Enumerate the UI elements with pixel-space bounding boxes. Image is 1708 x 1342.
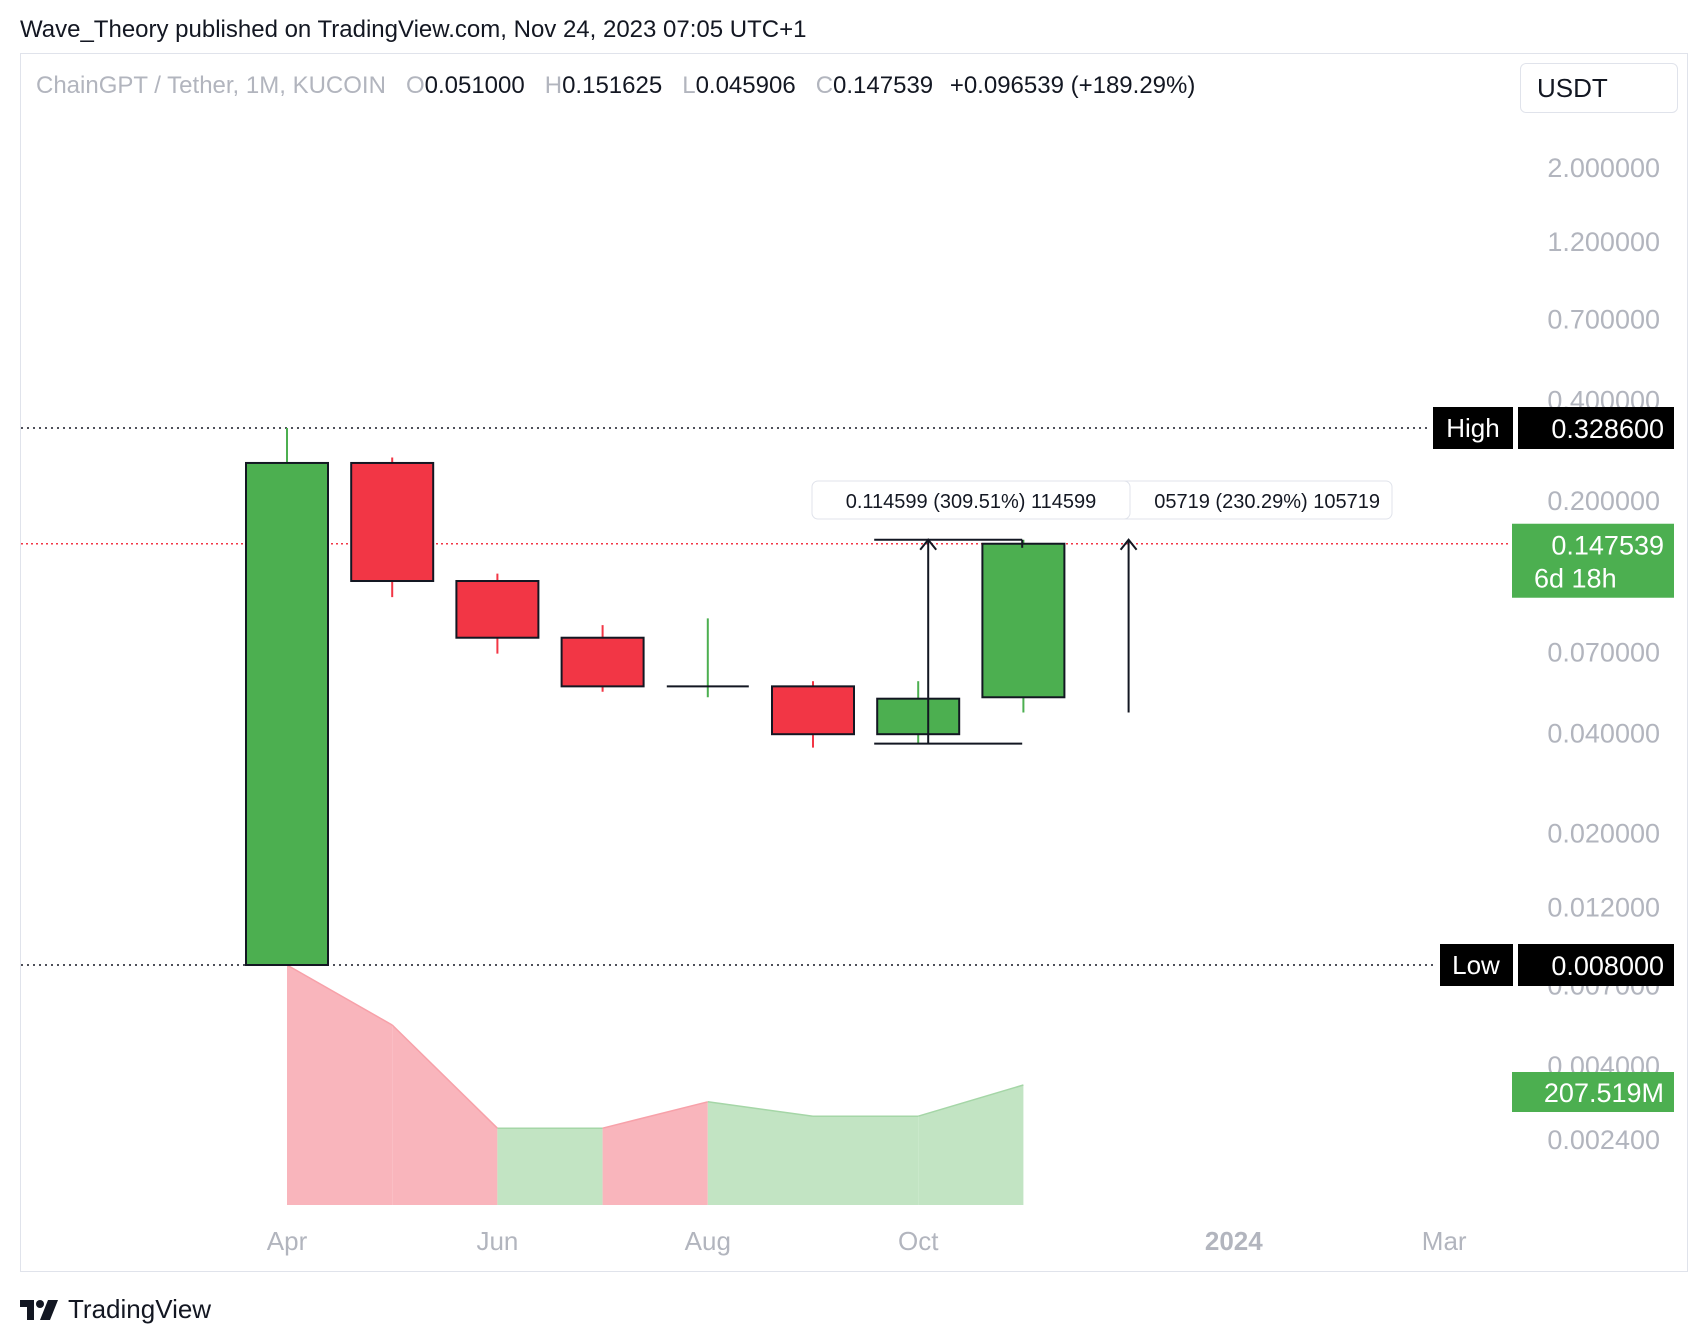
- tradingview-logo[interactable]: TradingView: [20, 1294, 211, 1325]
- y-tick-label: 2.000000: [1547, 153, 1660, 183]
- high-value-badge: [1518, 407, 1674, 449]
- volume-badge: [1512, 1072, 1674, 1112]
- measure-label-box: [811, 480, 1131, 520]
- volume-edge: [707, 1101, 814, 1117]
- candle-body: [455, 580, 540, 639]
- volume-area-segment: [392, 1025, 498, 1205]
- y-tick-label: 0.020000: [1547, 819, 1660, 849]
- volume-area-segment: [918, 1085, 1024, 1205]
- y-tick-label: 0.200000: [1547, 486, 1660, 516]
- measure-label-text: 05719 (230.29%) 105719: [1154, 491, 1380, 513]
- x-tick-label: 2024: [1205, 1226, 1263, 1256]
- candle-body: [560, 636, 645, 688]
- low-label-badge: [1440, 944, 1513, 986]
- x-tick-label: Oct: [898, 1226, 939, 1256]
- x-tick-label: Mar: [1422, 1226, 1467, 1256]
- close-value: 0.147539: [833, 72, 934, 99]
- change-value: +0.096539 (+189.29%): [949, 72, 1196, 99]
- volume-edge: [286, 964, 393, 1026]
- high-value: 0.151625: [562, 72, 663, 99]
- low-label-text: Low: [1452, 950, 1500, 980]
- measure-arrow-head: [1119, 538, 1138, 551]
- candle-body: [245, 461, 329, 966]
- candle-body: [771, 685, 855, 736]
- measure-arrow-head: [919, 538, 937, 551]
- low-value: 0.045906: [695, 72, 796, 99]
- volume-area-segment: [497, 1128, 603, 1205]
- volume-area-segment: [707, 1101, 813, 1205]
- high-label-text: High: [1446, 413, 1499, 443]
- volume-area-segment: [602, 1101, 708, 1205]
- measure-label-text: 0.114599 (309.51%) 114599: [846, 491, 1097, 513]
- volume-edge: [602, 1101, 708, 1129]
- y-tick-label: 0.002400: [1547, 1125, 1660, 1155]
- high-value-text: 0.328600: [1551, 414, 1664, 444]
- bar-countdown-text: 6d 18h: [1534, 564, 1617, 594]
- candle-body: [350, 461, 435, 583]
- volume-area-segment: [287, 965, 393, 1205]
- low-key: L: [682, 72, 696, 99]
- volume-edge: [391, 1024, 498, 1129]
- current-price-text: 0.147539: [1551, 531, 1664, 561]
- low-value-badge: [1518, 944, 1674, 986]
- candle-body: [876, 697, 961, 736]
- x-tick-label: Aug: [685, 1226, 731, 1256]
- y-tick-label: 0.070000: [1547, 637, 1660, 667]
- currency-unit-button[interactable]: USDT: [1520, 63, 1678, 113]
- close-key: C: [815, 72, 834, 99]
- y-tick-label: 0.700000: [1547, 305, 1660, 335]
- symbol-legend: ChainGPT / Tether, 1M, KUCOIN O0.051000 …: [36, 72, 1195, 100]
- y-tick-label: 0.012000: [1547, 892, 1660, 922]
- publisher-line: Wave_Theory published on TradingView.com…: [20, 16, 807, 43]
- tradingview-icon: [20, 1299, 58, 1320]
- x-tick-label: Apr: [267, 1226, 308, 1256]
- open-value: 0.051000: [424, 72, 525, 99]
- open-key: O: [405, 72, 425, 99]
- y-tick-label: 0.040000: [1547, 718, 1660, 748]
- tradingview-wordmark: TradingView: [68, 1294, 212, 1324]
- x-tick-label: Jun: [476, 1226, 518, 1256]
- high-label-badge: [1433, 407, 1513, 449]
- volume-edge: [917, 1084, 1024, 1117]
- symbol-name[interactable]: ChainGPT / Tether, 1M, KUCOIN: [36, 72, 386, 99]
- y-tick-label: 1.200000: [1547, 227, 1660, 257]
- volume-area-segment: [813, 1116, 919, 1205]
- chart-frame: [20, 53, 1688, 1272]
- high-key: H: [544, 72, 563, 99]
- current-price-badge: [1512, 523, 1674, 598]
- low-value-text: 0.008000: [1551, 951, 1664, 981]
- volume-value-text: 207.519M: [1544, 1078, 1664, 1108]
- candle-body: [981, 542, 1066, 699]
